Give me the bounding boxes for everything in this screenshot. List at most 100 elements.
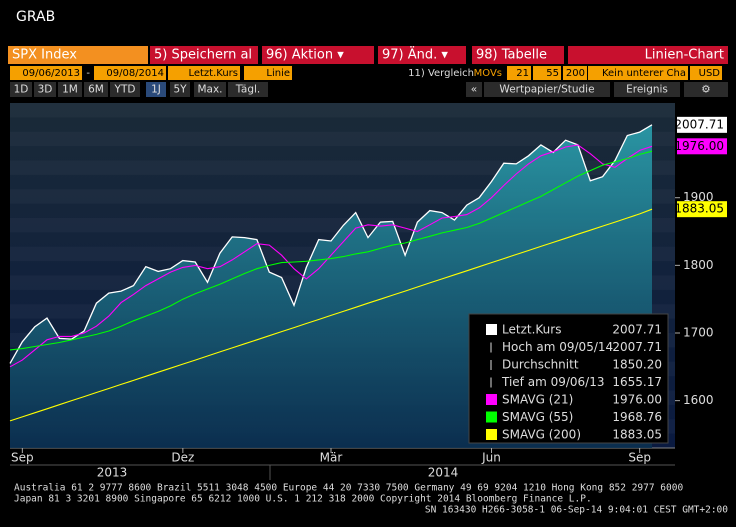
- setting-field[interactable]: [168, 66, 240, 80]
- tab-label[interactable]: 96) Aktion ▾: [266, 48, 344, 63]
- band: [10, 103, 675, 117]
- footer-line: Japan 81 3 3201 8900 Singapore 65 6212 1…: [14, 494, 592, 505]
- last-value-label: 1883.05: [674, 202, 724, 216]
- toolbar-label[interactable]: 1D: [14, 84, 29, 96]
- tab-label[interactable]: SPX Index: [12, 48, 77, 63]
- setting-label: 11) Vergleich: [408, 68, 474, 79]
- setting-field[interactable]: [690, 66, 722, 80]
- setting-label[interactable]: Linie: [266, 68, 290, 79]
- toolbar-label[interactable]: 6M: [88, 84, 104, 96]
- toolbar-button[interactable]: [10, 82, 32, 97]
- setting-label[interactable]: 09/08/2014: [106, 68, 164, 79]
- toolbar-label[interactable]: 1J: [151, 84, 161, 96]
- last-value-tag: [677, 138, 727, 155]
- toolbar-button[interactable]: [484, 82, 610, 97]
- x-tick-label: Dez: [171, 451, 194, 465]
- setting-label[interactable]: Kein unterer Cha: [602, 68, 686, 79]
- tab-label[interactable]: 5) Speichern al: [154, 48, 252, 63]
- legend-label: Tief am 09/06/13: [501, 375, 604, 389]
- tab[interactable]: [262, 46, 374, 64]
- setting-field[interactable]: [588, 66, 688, 80]
- setting-label[interactable]: 21: [516, 68, 529, 79]
- tab[interactable]: [150, 46, 258, 64]
- footer-line: Australia 61 2 9777 8600 Brazil 5511 304…: [14, 483, 683, 494]
- legend-value: 1850.20: [612, 358, 662, 372]
- legend-swatch: [486, 411, 497, 423]
- tab-label[interactable]: 97) Änd. ▾: [382, 47, 448, 63]
- toolbar-button[interactable]: [466, 82, 482, 97]
- legend-value: 1655.17: [612, 375, 662, 389]
- last-value-label: 1976.00: [674, 139, 724, 153]
- last-value-label: 2007.71: [674, 117, 724, 131]
- last-value-tag: [677, 116, 727, 133]
- year-label: 2013: [97, 466, 128, 480]
- legend-box: [468, 313, 669, 444]
- legend-label: Hoch am 09/05/14: [502, 340, 613, 354]
- tab[interactable]: [8, 46, 148, 64]
- legend-swatch: [486, 324, 497, 335]
- legend-value: 2007.71: [612, 323, 662, 337]
- legend-value: 1883.05: [612, 428, 662, 442]
- toolbar-label[interactable]: «: [471, 84, 477, 96]
- legend-value: 2007.71: [612, 340, 662, 354]
- setting-field[interactable]: [563, 66, 587, 80]
- toolbar-label[interactable]: 5Y: [173, 84, 187, 96]
- toolbar-label[interactable]: 3D: [38, 84, 53, 96]
- toolbar-button[interactable]: [614, 82, 680, 97]
- toolbar-button[interactable]: [84, 82, 108, 97]
- toolbar-button[interactable]: [684, 82, 728, 97]
- series-line: [9, 150, 653, 351]
- setting-field[interactable]: [507, 66, 531, 80]
- toolbar-label[interactable]: 1M: [62, 84, 78, 96]
- toolbar-button[interactable]: [146, 82, 166, 97]
- footer-line: SN 163430 H266-3058-1 06-Sep-14 9:04:01 …: [425, 505, 728, 516]
- toolbar-button[interactable]: [170, 82, 190, 97]
- toolbar-button[interactable]: [228, 82, 268, 97]
- tab[interactable]: [472, 46, 564, 64]
- toolbar-button[interactable]: [110, 82, 140, 97]
- setting-field[interactable]: [94, 66, 166, 80]
- legend-label: SMAVG (21): [502, 393, 573, 407]
- setting-field[interactable]: [244, 66, 292, 80]
- tab-label[interactable]: 98) Tabelle: [476, 48, 547, 63]
- x-tick-label: Sep: [628, 451, 651, 465]
- y-tick-label: 1800: [683, 258, 714, 272]
- setting-label[interactable]: 09/06/2013: [22, 68, 80, 79]
- setting-label: MOVs: [474, 68, 502, 79]
- setting-label[interactable]: 55: [546, 68, 559, 79]
- last-value-tag: [677, 201, 727, 218]
- series-line: [9, 144, 653, 368]
- y-tick-label: 1600: [683, 393, 714, 407]
- toolbar-label[interactable]: Wertpapier/Studie: [499, 84, 594, 96]
- setting-label: -: [86, 68, 90, 79]
- x-tick-label: Mär: [320, 451, 343, 465]
- toolbar-label[interactable]: Ereignis: [626, 84, 668, 96]
- x-tick-label: Jun: [481, 451, 501, 465]
- setting-field[interactable]: [10, 66, 82, 80]
- setting-label[interactable]: USD: [699, 68, 721, 79]
- toolbar-button[interactable]: [34, 82, 56, 97]
- window-title: GRAB: [16, 9, 55, 25]
- legend-label: SMAVG (55): [502, 410, 573, 424]
- x-tick-label: Sep: [11, 451, 34, 465]
- tab-label[interactable]: Linien-Chart: [645, 48, 724, 63]
- y-tick-label: 1900: [683, 190, 714, 204]
- setting-label[interactable]: 200: [566, 68, 585, 79]
- setting-label[interactable]: Letzt.Kurs: [188, 68, 238, 79]
- toolbar-button[interactable]: [194, 82, 226, 97]
- tab[interactable]: [378, 46, 466, 64]
- toolbar-label[interactable]: YTD: [114, 84, 136, 96]
- toolbar-button[interactable]: [58, 82, 82, 97]
- legend-label: Durchschnitt: [502, 358, 579, 372]
- toolbar-label[interactable]: Tägl.: [235, 84, 261, 96]
- tab[interactable]: [568, 46, 728, 64]
- year-label: 2014: [428, 466, 459, 480]
- setting-field[interactable]: [533, 66, 561, 80]
- legend-swatch: [486, 394, 497, 405]
- legend-swatch: [486, 429, 497, 440]
- toolbar-label[interactable]: Max.: [197, 84, 222, 96]
- series-line: [9, 124, 653, 364]
- toolbar-label[interactable]: ⚙: [701, 84, 710, 96]
- legend-value: 1968.76: [612, 410, 662, 424]
- y-tick-label: 1700: [683, 326, 714, 340]
